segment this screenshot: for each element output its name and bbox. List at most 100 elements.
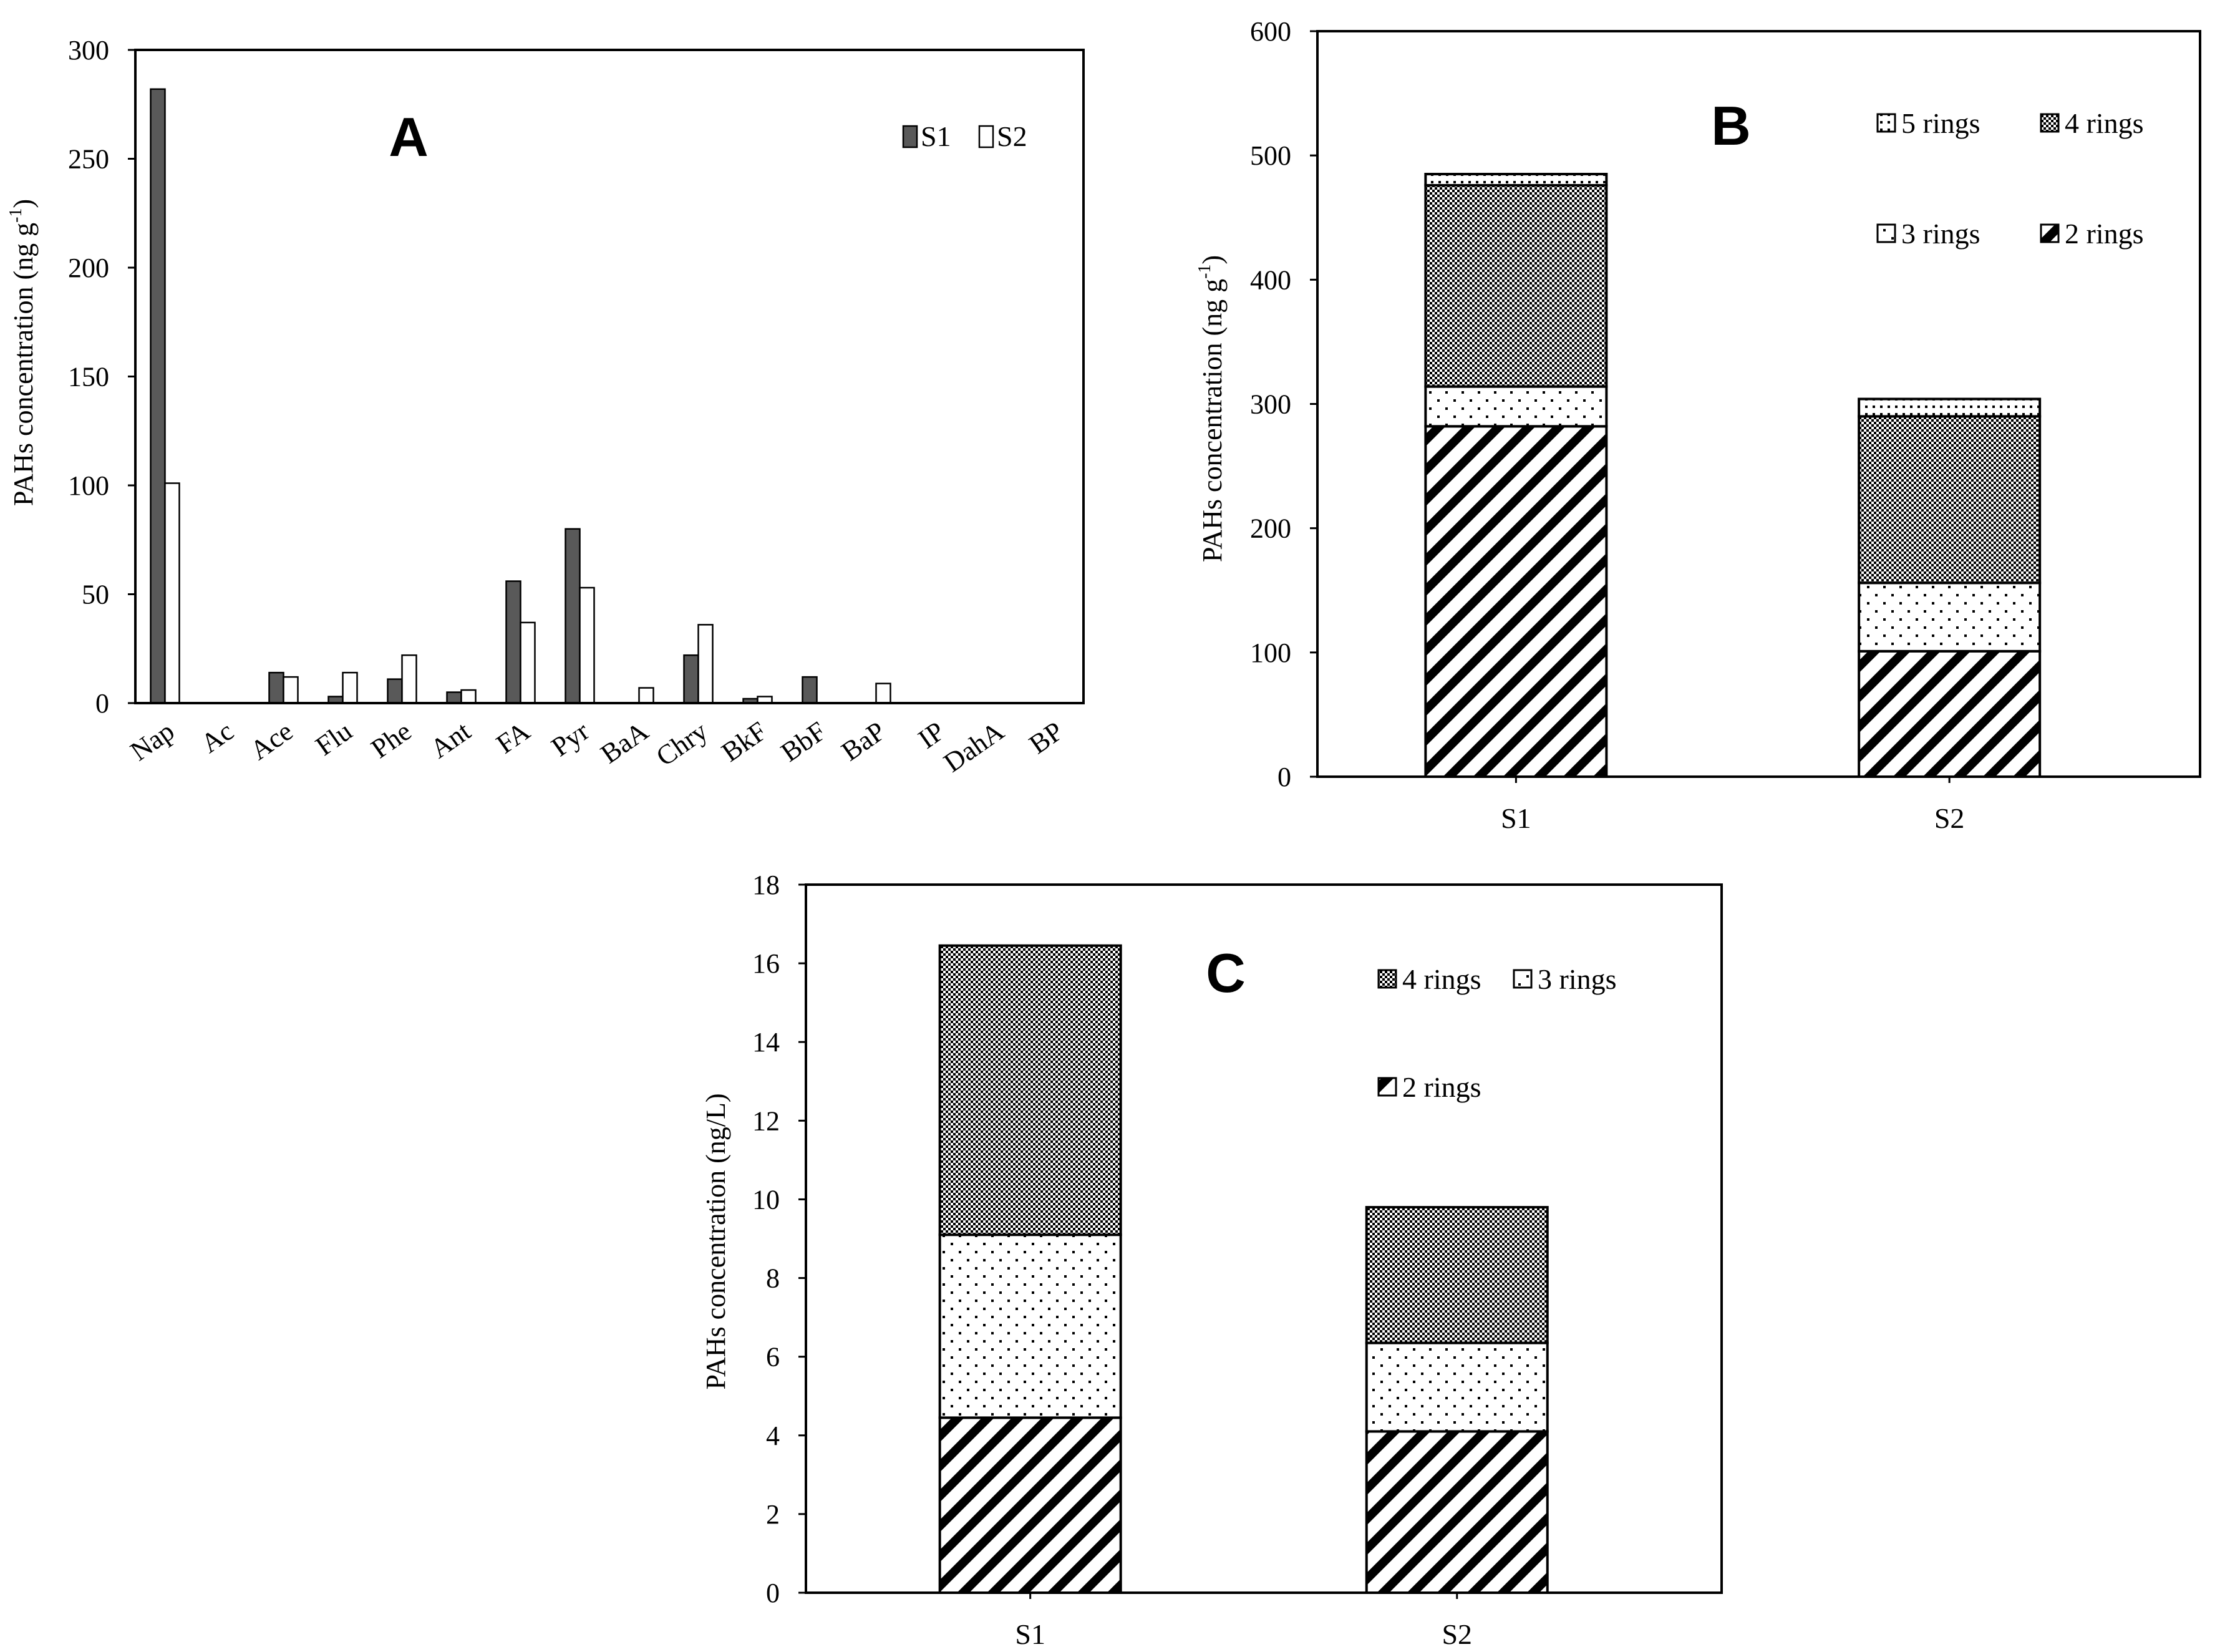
chart-b-bar-2-rings-s2 (1858, 649, 2042, 779)
chart-a-bar-s2-ace (283, 676, 299, 704)
chart-c-bar-4-rings-s2 (1365, 1206, 1549, 1344)
chart-a-x-tick-label-pyr: Pyr (546, 716, 594, 762)
chart-a-legend-swatch-s1 (902, 125, 918, 148)
chart-c-legend-swatch-3-rings (1513, 969, 1533, 989)
chart-a-y-tick-label-150: 150 (68, 362, 109, 392)
chart-a-bar-s1-pyr (565, 528, 581, 704)
chart-b-legend-label-3-rings: 3 rings (1901, 218, 1980, 250)
chart-a-bar-s1-bbf (802, 676, 818, 704)
chart-a-bar-s2-fa (520, 621, 536, 704)
chart-a-x-tick-label-ace: Ace (245, 716, 298, 766)
chart-c-y-axis-label: PAHs concentration (ng/L) (701, 1094, 731, 1390)
chart-a-x-tick-label-baa: BaA (595, 716, 654, 770)
chart-c-bars (938, 944, 1549, 1595)
chart-a-x-tick-label-bkf: BkF (716, 716, 772, 768)
chart-c-bar-2-rings-s1 (938, 1416, 1122, 1595)
chart-c-plot-frame (805, 883, 1723, 1594)
chart-a-legend-swatch-s2 (978, 125, 994, 148)
chart-a-bar-s2-nap (164, 482, 180, 704)
chart-a-bar-s1-ant (446, 691, 462, 704)
chart-c-bar-4-rings-s1 (938, 944, 1122, 1237)
chart-c-y-tick-label-12: 12 (752, 1105, 780, 1136)
chart-a-legend-label-s2: S2 (997, 120, 1027, 152)
chart-b-y-tick-label-400: 400 (1250, 265, 1291, 295)
chart-a-bar-s1-phe (387, 678, 403, 704)
chart-b-panel-label: B (1711, 95, 1751, 157)
chart-a-bar-s1-fa (505, 580, 521, 704)
chart-c-x-axis: S1 S2 (1015, 1593, 1472, 1650)
chart-b-x-tick-label-s2: S2 (1934, 802, 1965, 834)
chart-a-bars (150, 88, 891, 704)
chart-a-bar-s1-chry (683, 654, 699, 704)
chart-c-y-axis: 0 2 4 6 8 10 12 14 16 18 (752, 870, 806, 1608)
chart-a: 0 50 100 150 200 250 300 Nap Ac Ace Flu Phe Ant FA Py… (6, 35, 1085, 779)
chart-b-legend-swatch-3-rings (1876, 223, 1896, 243)
chart-a-bar-s2-phe (401, 654, 417, 704)
chart-a-x-tick-label-bp: BP (1024, 716, 1069, 760)
chart-a-x-tick-label-phe: Phe (366, 716, 417, 764)
chart-a-y-tick-label-300: 300 (68, 35, 109, 66)
chart-c-legend-label-4-rings: 4 rings (1402, 963, 1481, 995)
chart-b-legend: 5 rings 4 rings 3 rings 2 rings (1876, 107, 2144, 250)
chart-c-y-tick-label-4: 4 (766, 1421, 780, 1451)
chart-a-x-tick-label-daha: DahA (938, 716, 1009, 779)
chart-b-y-tick-label-200: 200 (1250, 513, 1291, 544)
chart-c-y-tick-label-16: 16 (752, 948, 780, 979)
chart-c-legend-swatch-2-rings (1377, 1077, 1397, 1097)
chart-a-y-axis-label: PAHs concentration (ng g-1) (6, 199, 39, 506)
chart-a-bar-s2-pyr (579, 586, 595, 704)
chart-a-bar-s2-chry (697, 624, 714, 704)
chart-c-bar-2-rings-s2 (1365, 1430, 1549, 1594)
chart-a-y-tick-label-0: 0 (95, 688, 109, 719)
chart-a-bar-s2-bap (875, 683, 891, 704)
chart-b-y-tick-label-300: 300 (1250, 389, 1291, 420)
chart-b-y-axis: 0 100 200 300 400 500 600 (1250, 16, 1317, 792)
chart-a-bar-s2-ant (460, 689, 477, 704)
chart-c-x-tick-label-s1: S1 (1015, 1618, 1045, 1650)
chart-a-x-tick-label-bap: BaP (836, 716, 891, 767)
chart-b-bars (1424, 173, 2042, 779)
chart-b-x-tick-label-s1: S1 (1501, 802, 1531, 834)
chart-b-x-axis: S1 S2 (1501, 777, 1964, 834)
chart-c-y-tick-label-0: 0 (766, 1578, 780, 1608)
chart-a-x-tick-label-flu: Flu (310, 716, 357, 762)
chart-b-bar-2-rings-s1 (1424, 425, 1608, 778)
chart-a-x-tick-label-ant: Ant (425, 716, 476, 764)
chart-a-x-tick-label-nap: Nap (125, 716, 180, 767)
chart-a-legend-label-s1: S1 (921, 120, 951, 152)
chart-c-y-tick-label-8: 8 (766, 1263, 780, 1294)
chart-a-bar-s1-nap (150, 88, 166, 704)
chart-b: 0 100 200 300 400 500 600 S1 S2 B PAHs concentr… (1195, 16, 2201, 834)
chart-c-legend-label-2-rings: 2 rings (1402, 1071, 1481, 1103)
chart-a-y-axis: 0 50 100 150 200 250 300 (68, 35, 135, 719)
chart-b-legend-swatch-2-rings (2040, 223, 2060, 243)
chart-a-x-tick-label-ac: Ac (195, 716, 239, 759)
chart-a-x-tick-label-bbf: BbF (775, 716, 831, 768)
chart-b-bar-4-rings-s2 (1858, 415, 2042, 585)
chart-b-bar-5-rings-s2 (1858, 397, 2042, 418)
chart-c-legend-label-3-rings: 3 rings (1538, 963, 1617, 995)
chart-c-y-tick-label-2: 2 (766, 1499, 780, 1530)
chart-c-y-tick-label-10: 10 (752, 1184, 780, 1215)
chart-a-bar-s2-flu (342, 671, 358, 704)
chart-b-legend-label-4-rings: 4 rings (2065, 107, 2144, 139)
chart-a-y-tick-label-50: 50 (82, 580, 109, 610)
chart-b-y-axis-label: PAHs concentration (ng g-1) (1195, 255, 1228, 562)
chart-b-legend-label-5-rings: 5 rings (1901, 107, 1980, 139)
chart-b-bar-3-rings-s1 (1424, 385, 1608, 428)
chart-c-x-tick-label-s2: S2 (1442, 1618, 1472, 1650)
chart-b-legend-swatch-4-rings (2040, 113, 2060, 133)
chart-b-legend-swatch-5-rings (1876, 113, 1896, 133)
chart-a-x-tick-label-chry: Chry (651, 716, 713, 772)
chart-b-bar-5-rings-s1 (1424, 173, 1608, 187)
chart-c-bar-3-rings-s1 (938, 1233, 1122, 1419)
chart-c-panel-label: C (1206, 942, 1246, 1004)
chart-a-panel-label: A (389, 106, 429, 168)
chart-a-bar-s2-baa (638, 687, 654, 704)
chart-a-y-tick-label-250: 250 (68, 144, 109, 175)
chart-a-bar-s1-ace (268, 671, 284, 704)
chart-c: 0 2 4 6 8 10 12 14 16 18 S1 S2 C PAHs concentratio… (701, 870, 1723, 1650)
chart-a-y-tick-label-100: 100 (68, 470, 109, 501)
